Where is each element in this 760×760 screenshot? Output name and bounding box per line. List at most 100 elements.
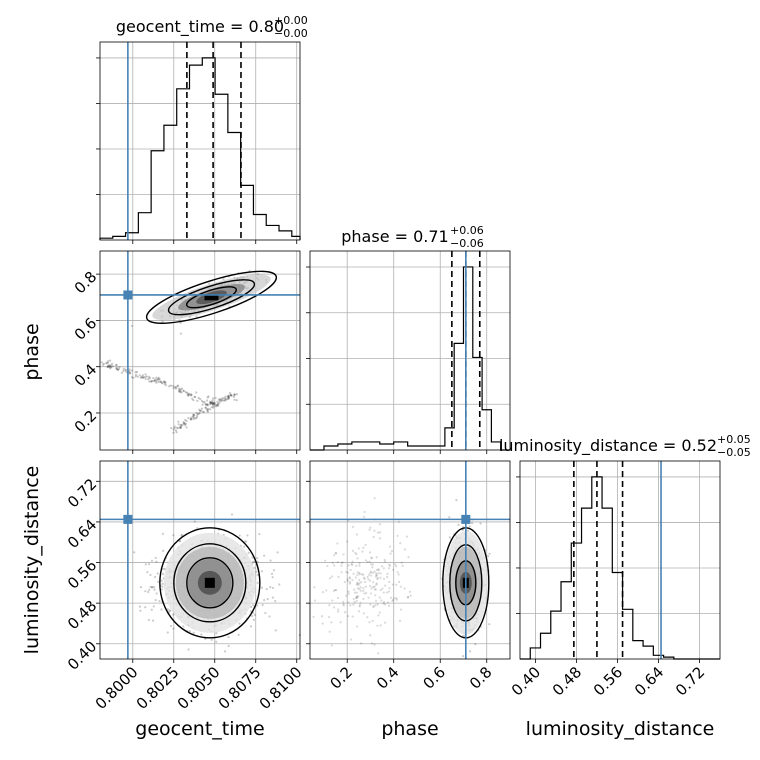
scatter-point (161, 582, 164, 585)
scatter-point (269, 559, 272, 562)
scatter-point (183, 422, 186, 425)
scatter-point (403, 587, 406, 590)
scatter-point (359, 586, 362, 589)
scatter-point (372, 606, 375, 609)
scatter-point (118, 365, 121, 369)
scatter-point (157, 580, 160, 583)
scatter-point (365, 591, 368, 595)
scatter-point (358, 604, 361, 607)
scatter-point (343, 580, 346, 584)
scatter-point (376, 578, 379, 581)
scatter-point (148, 375, 151, 378)
scatter-point (144, 606, 147, 609)
scatter-point (157, 377, 160, 380)
scatter-point (331, 599, 334, 602)
scatter-point (313, 586, 316, 589)
scatter-point (368, 560, 371, 563)
scatter-point (196, 412, 199, 416)
scatter-point (256, 557, 259, 560)
scatter-point (263, 599, 266, 602)
scatter-point (372, 581, 375, 584)
scatter-point (144, 590, 147, 593)
scatter-point (152, 585, 156, 589)
xtick-luminosity-distance-2: 0.56 (590, 663, 626, 699)
scatter-point (108, 359, 112, 362)
scatter-point (330, 644, 333, 647)
scatter-point (106, 365, 109, 368)
scatter-point (383, 603, 387, 606)
scatter-point (210, 638, 213, 641)
scatter-point (172, 384, 175, 388)
scatter-point (227, 636, 230, 639)
scatter-point (403, 548, 407, 551)
xtick-luminosity-distance-1: 0.48 (549, 663, 585, 699)
scatter-point (184, 390, 187, 394)
scatter-point (187, 393, 191, 396)
scatter-point (399, 608, 403, 611)
scatter-point (394, 563, 397, 566)
scatter-point (150, 559, 154, 562)
scatter-point (185, 419, 188, 423)
scatter-point (332, 606, 336, 609)
scatter-point (149, 573, 152, 577)
scatter-point (474, 643, 477, 646)
scatter-point (387, 567, 391, 570)
scatter-point (150, 608, 153, 611)
scatter-point (345, 540, 349, 543)
scatter-point (398, 580, 401, 584)
scatter-point (215, 640, 218, 643)
scatter-point (395, 565, 398, 568)
scatter-point (224, 398, 227, 402)
ytick-luminosity-distance-3: 0.64 (64, 516, 100, 552)
scatter-point (179, 321, 182, 324)
scatter-point (347, 592, 350, 595)
scatter-point (377, 569, 380, 572)
scatter-point (462, 655, 465, 658)
scatter-point (206, 408, 209, 411)
scatter-point (346, 578, 349, 581)
scatter-point (243, 545, 246, 548)
scatter-point (408, 590, 411, 593)
scatter-point (328, 630, 331, 633)
scatter-point (470, 522, 474, 525)
scatter-point (162, 380, 166, 383)
scatter-point (211, 402, 214, 405)
scatter-point (180, 423, 183, 426)
scatter-point (100, 361, 103, 364)
scatter-point (199, 409, 202, 412)
scatter-point (250, 605, 253, 609)
scatter-point (348, 582, 352, 585)
ytick-luminosity-distance-2: 0.56 (64, 556, 100, 592)
xlabel-luminosity-distance: luminosity_distance (526, 718, 715, 740)
scatter-point (229, 392, 232, 395)
scatter-point (151, 379, 154, 383)
scatter-point (355, 596, 358, 599)
scatter-point (261, 603, 264, 607)
scatter-point (212, 405, 215, 408)
panel-frame (99, 41, 301, 241)
xtick-luminosity-distance-3: 0.64 (631, 663, 667, 699)
scatter-point (135, 370, 139, 374)
scatter-point (373, 643, 376, 646)
scatter-point (375, 583, 378, 586)
scatter-point (348, 581, 352, 584)
scatter-point (204, 402, 207, 406)
scatter-point (357, 610, 361, 613)
scatter-point (130, 369, 133, 372)
scatter-point (178, 540, 181, 543)
scatter-point (232, 395, 236, 398)
scatter-point (363, 580, 367, 584)
scatter-point (388, 580, 391, 583)
scatter-point (406, 596, 409, 599)
ylabel-phase: phase (21, 323, 43, 380)
scatter-point (221, 398, 224, 402)
scatter-point (128, 371, 131, 374)
scatter-point (219, 397, 222, 401)
scatter-point (269, 586, 272, 589)
scatter-point (164, 381, 167, 384)
scatter-point (386, 572, 389, 576)
scatter-point (177, 423, 180, 426)
scatter-point (379, 589, 382, 592)
scatter-point (180, 391, 183, 394)
scatter-point (364, 543, 367, 547)
